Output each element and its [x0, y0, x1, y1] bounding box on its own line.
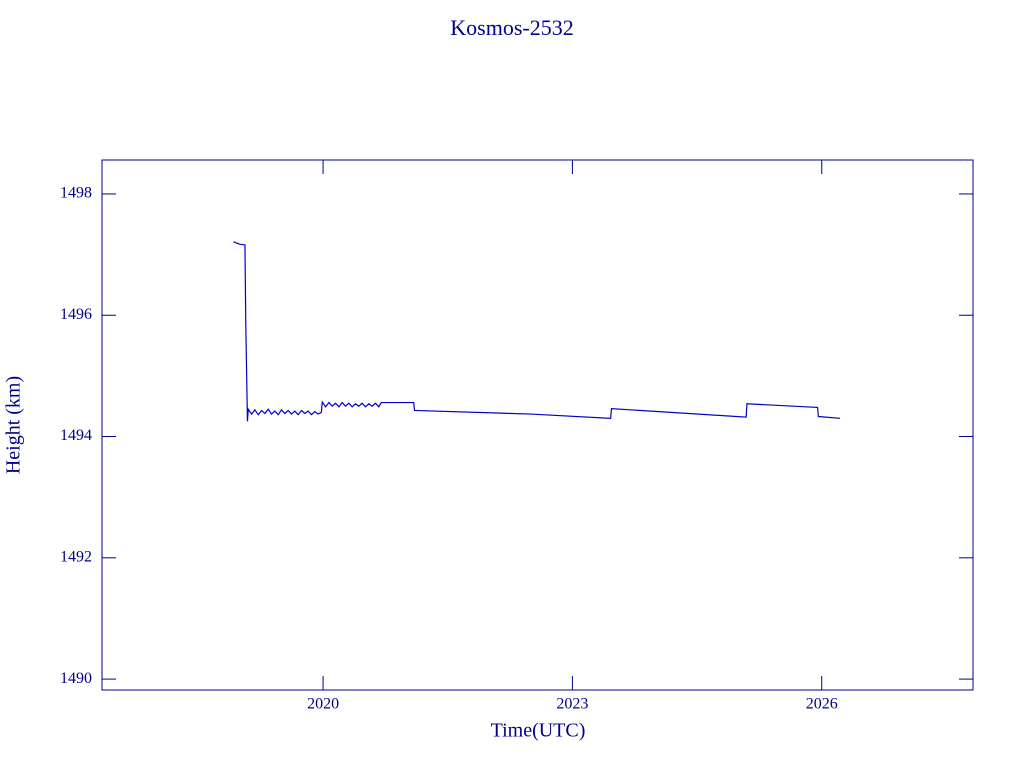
- y-tick-label: 1492: [60, 548, 92, 565]
- y-tick-label: 1496: [60, 306, 92, 323]
- chart-title: Kosmos-2532: [450, 15, 573, 40]
- y-axis-label: Height (km): [3, 376, 25, 474]
- x-tick-label: 2026: [806, 696, 838, 713]
- y-tick-label: 1494: [60, 427, 92, 444]
- y-tick-label: 1498: [60, 185, 92, 202]
- x-axis-label: Time(UTC): [491, 720, 586, 742]
- y-tick-label: 1490: [60, 670, 92, 687]
- height-line: [233, 241, 841, 422]
- x-tick-label: 2020: [307, 696, 339, 713]
- plot-frame: [101, 159, 974, 691]
- x-tick-label: 2023: [556, 696, 588, 713]
